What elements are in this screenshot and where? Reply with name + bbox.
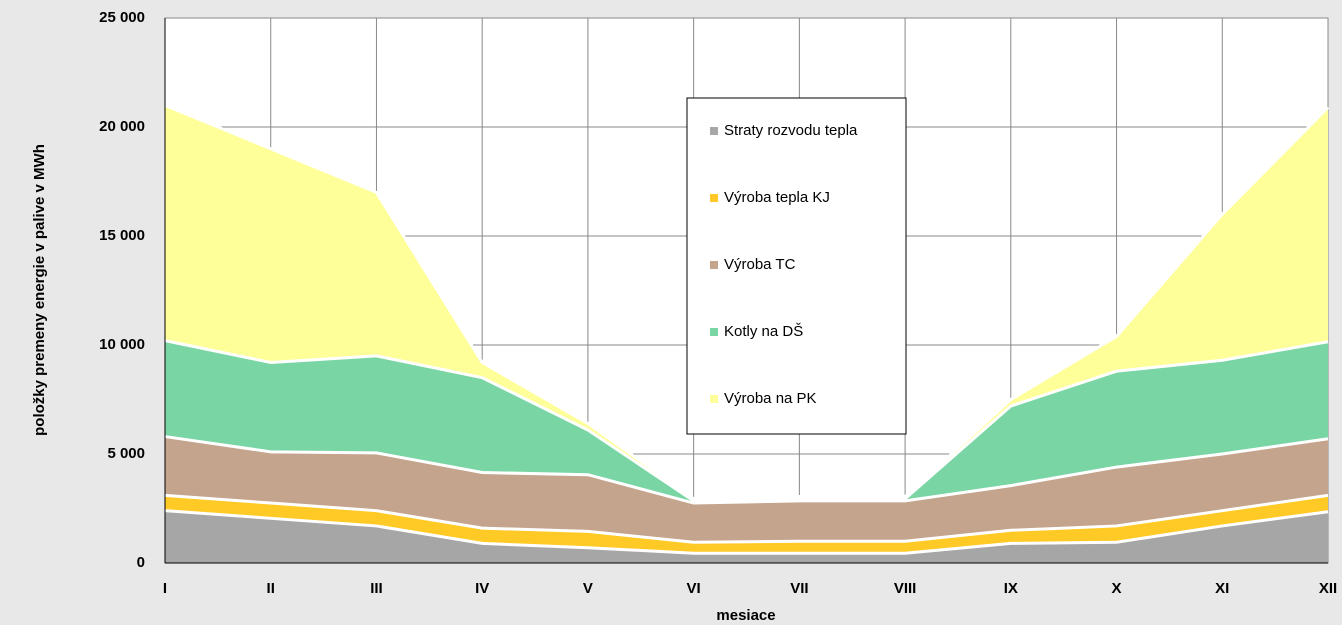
x-tick-label: IX xyxy=(1004,580,1018,597)
x-tick-label: III xyxy=(370,580,383,597)
x-tick-label: I xyxy=(163,580,167,597)
legend-label: Výroba TC xyxy=(724,256,796,273)
area-edge xyxy=(164,103,1330,501)
area xyxy=(165,340,1328,504)
x-tick-label: VI xyxy=(687,580,701,597)
legend-label: Kotly na DŠ xyxy=(724,323,803,340)
area-edge xyxy=(164,509,1329,555)
y-tick-label: 15 000 xyxy=(99,227,145,244)
y-tick-label: 0 xyxy=(137,554,145,571)
legend-label: Straty rozvodu tepla xyxy=(724,122,858,139)
legend-swatch xyxy=(710,127,718,135)
legend-swatch xyxy=(710,328,718,336)
area-edge xyxy=(164,435,1329,505)
area xyxy=(165,510,1328,563)
legend: Straty rozvodu tepla Výroba tepla KJ Výrob… xyxy=(710,122,858,407)
area xyxy=(165,105,1328,501)
y-tick-label: 25 000 xyxy=(99,9,145,26)
y-axis-label: položky premeny energie v palive v MWh xyxy=(31,144,48,436)
x-tick-label: II xyxy=(267,580,275,597)
legend-swatch xyxy=(710,395,718,403)
x-tick-label: XI xyxy=(1215,580,1229,597)
legend-label: Výroba na PK xyxy=(724,390,817,407)
x-tick-label: VII xyxy=(790,580,808,597)
legend-swatch xyxy=(710,194,718,202)
area-edge xyxy=(164,493,1329,544)
y-tick-label: 10 000 xyxy=(99,336,145,353)
y-tick-label: 20 000 xyxy=(99,118,145,135)
x-axis-label: mesiace xyxy=(716,607,775,624)
x-tick-label: X xyxy=(1112,580,1122,597)
legend-box xyxy=(686,97,907,435)
legend-swatch xyxy=(710,261,718,269)
y-tick-label: 5 000 xyxy=(107,445,145,462)
legend-label: Výroba tepla KJ xyxy=(724,189,830,206)
area xyxy=(165,436,1328,543)
x-tick-label: V xyxy=(583,580,593,597)
areas xyxy=(164,103,1330,563)
x-tick-label: XII xyxy=(1319,580,1337,597)
x-tick-label: IV xyxy=(475,580,489,597)
x-tick-label: VIII xyxy=(894,580,917,597)
area-edge xyxy=(164,339,1329,503)
